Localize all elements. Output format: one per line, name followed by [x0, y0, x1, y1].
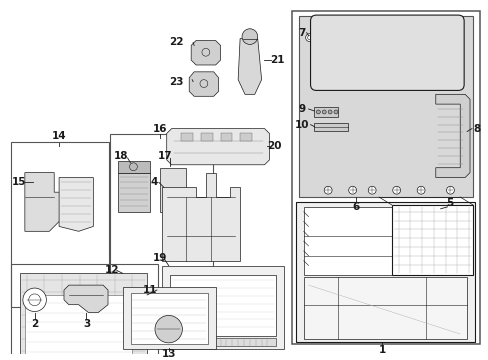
Circle shape [316, 110, 320, 114]
Polygon shape [122, 287, 215, 349]
Text: 21: 21 [269, 55, 284, 65]
Circle shape [324, 186, 331, 194]
Text: 23: 23 [169, 77, 183, 87]
Text: 20: 20 [266, 141, 281, 151]
Text: 14: 14 [52, 131, 66, 141]
Circle shape [305, 34, 313, 41]
Text: 15: 15 [12, 177, 26, 188]
Text: 18: 18 [113, 151, 128, 161]
Text: 12: 12 [104, 265, 119, 275]
Polygon shape [169, 338, 276, 346]
Circle shape [327, 110, 331, 114]
Polygon shape [118, 172, 150, 212]
Polygon shape [191, 41, 220, 65]
Circle shape [416, 186, 424, 194]
Polygon shape [25, 295, 132, 360]
Circle shape [155, 315, 182, 343]
Text: 4: 4 [150, 177, 157, 188]
Polygon shape [435, 94, 469, 177]
Polygon shape [130, 293, 207, 344]
Bar [181, 134, 193, 141]
Text: 5: 5 [445, 198, 452, 208]
Bar [201, 134, 212, 141]
Polygon shape [162, 172, 240, 261]
Circle shape [446, 186, 453, 194]
Text: 7: 7 [298, 28, 305, 38]
Polygon shape [20, 273, 147, 360]
Polygon shape [64, 285, 108, 312]
Bar [220, 134, 232, 141]
Bar [110, 134, 212, 306]
Polygon shape [391, 205, 472, 275]
Circle shape [242, 29, 257, 44]
Circle shape [392, 186, 400, 194]
Circle shape [348, 186, 356, 194]
Circle shape [333, 110, 337, 114]
Text: 16: 16 [152, 123, 167, 134]
Circle shape [367, 186, 375, 194]
FancyBboxPatch shape [310, 15, 463, 90]
Polygon shape [238, 39, 261, 94]
Polygon shape [59, 177, 93, 231]
Text: 13: 13 [161, 348, 176, 359]
Text: 1: 1 [378, 345, 385, 355]
Text: 2: 2 [31, 319, 38, 329]
Bar [291, 11, 479, 344]
Polygon shape [162, 266, 284, 349]
Text: 10: 10 [294, 120, 308, 130]
Text: 19: 19 [152, 253, 167, 263]
Circle shape [23, 288, 46, 311]
Polygon shape [303, 207, 466, 275]
Text: 6: 6 [351, 202, 359, 212]
Text: 22: 22 [169, 37, 183, 48]
Polygon shape [169, 275, 276, 336]
Bar [298, 16, 472, 197]
Text: 9: 9 [298, 104, 305, 114]
Polygon shape [303, 277, 466, 339]
Polygon shape [314, 107, 337, 117]
Text: 17: 17 [157, 151, 172, 161]
Polygon shape [118, 161, 150, 172]
Polygon shape [160, 168, 186, 212]
Text: 8: 8 [472, 123, 479, 134]
Polygon shape [166, 129, 269, 165]
Polygon shape [295, 202, 474, 342]
Polygon shape [189, 72, 218, 96]
Bar [240, 134, 251, 141]
Bar [11, 142, 109, 307]
Circle shape [322, 110, 325, 114]
Text: 11: 11 [142, 285, 157, 295]
Bar [11, 264, 158, 360]
Polygon shape [314, 123, 347, 131]
Text: 3: 3 [82, 319, 90, 329]
Polygon shape [25, 172, 64, 231]
